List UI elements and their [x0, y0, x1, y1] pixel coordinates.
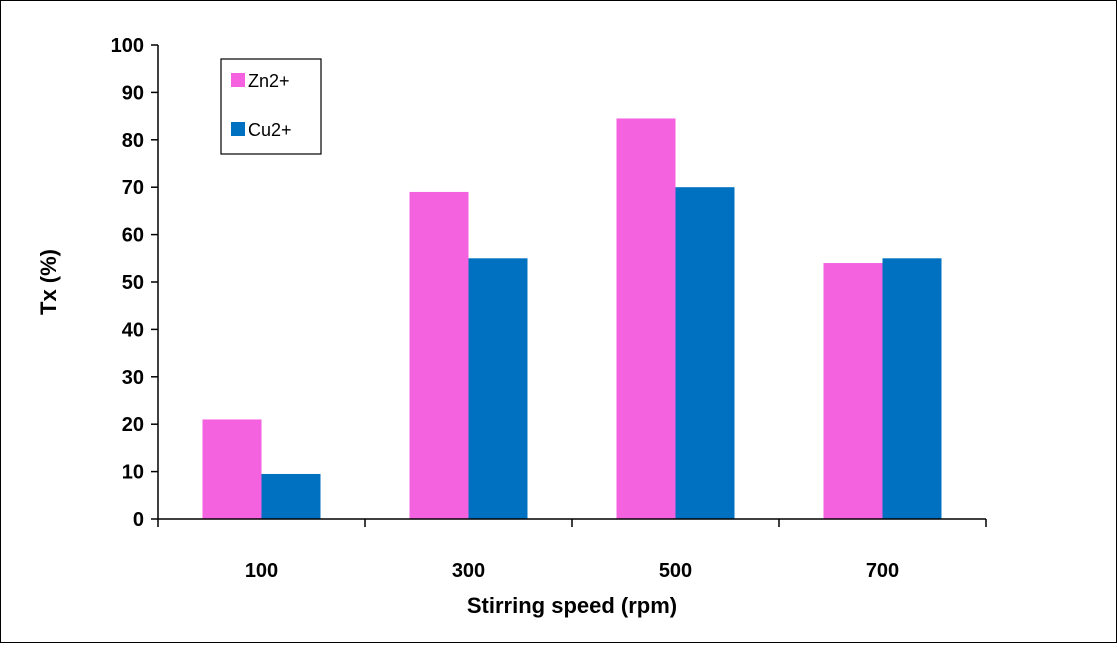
y-tick-label: 30 — [122, 367, 144, 389]
y-ticks-group: 0 10 20 30 40 50 60 70 80 90 100 — [111, 35, 158, 531]
bar-zn2-700 — [823, 263, 883, 519]
x-tick-label: 500 — [659, 560, 692, 582]
y-tick-label: 0 — [133, 509, 144, 531]
x-axis-title: Stirring speed (rpm) — [467, 593, 677, 618]
y-axis-title: Tx (%) — [36, 249, 61, 315]
bar-zn2-500 — [616, 118, 676, 519]
y-tick-label: 80 — [122, 130, 144, 152]
bar-zn2-100 — [202, 419, 262, 519]
y-tick-label: 70 — [122, 177, 144, 199]
bar-zn2-300 — [409, 191, 469, 519]
y-tick-label: 20 — [122, 414, 144, 436]
y-tick-label: 60 — [122, 225, 144, 247]
y-tick-label: 10 — [122, 462, 144, 484]
x-ticks-group: 100 300 500 700 — [157, 519, 987, 582]
bar-cu2-300 — [468, 258, 528, 519]
y-tick-label: 100 — [111, 35, 144, 57]
bar-cu2-500 — [675, 187, 735, 519]
bar-cu2-100 — [261, 473, 321, 519]
y-tick-label: 50 — [122, 272, 144, 294]
legend-label-zn: Zn2+ — [248, 71, 290, 91]
bars-group — [202, 118, 942, 519]
y-tick-label: 90 — [122, 82, 144, 104]
bar-cu2-700 — [882, 258, 942, 519]
x-tick-label: 700 — [866, 560, 899, 582]
legend-swatch-zn — [231, 73, 245, 87]
y-tick-label: 40 — [122, 319, 144, 341]
legend-label-cu: Cu2+ — [248, 120, 292, 140]
legend: Zn2+ Cu2+ — [220, 58, 322, 155]
x-tick-label: 300 — [452, 560, 485, 582]
x-tick-label: 100 — [245, 560, 278, 582]
legend-swatch-cu — [231, 122, 245, 136]
